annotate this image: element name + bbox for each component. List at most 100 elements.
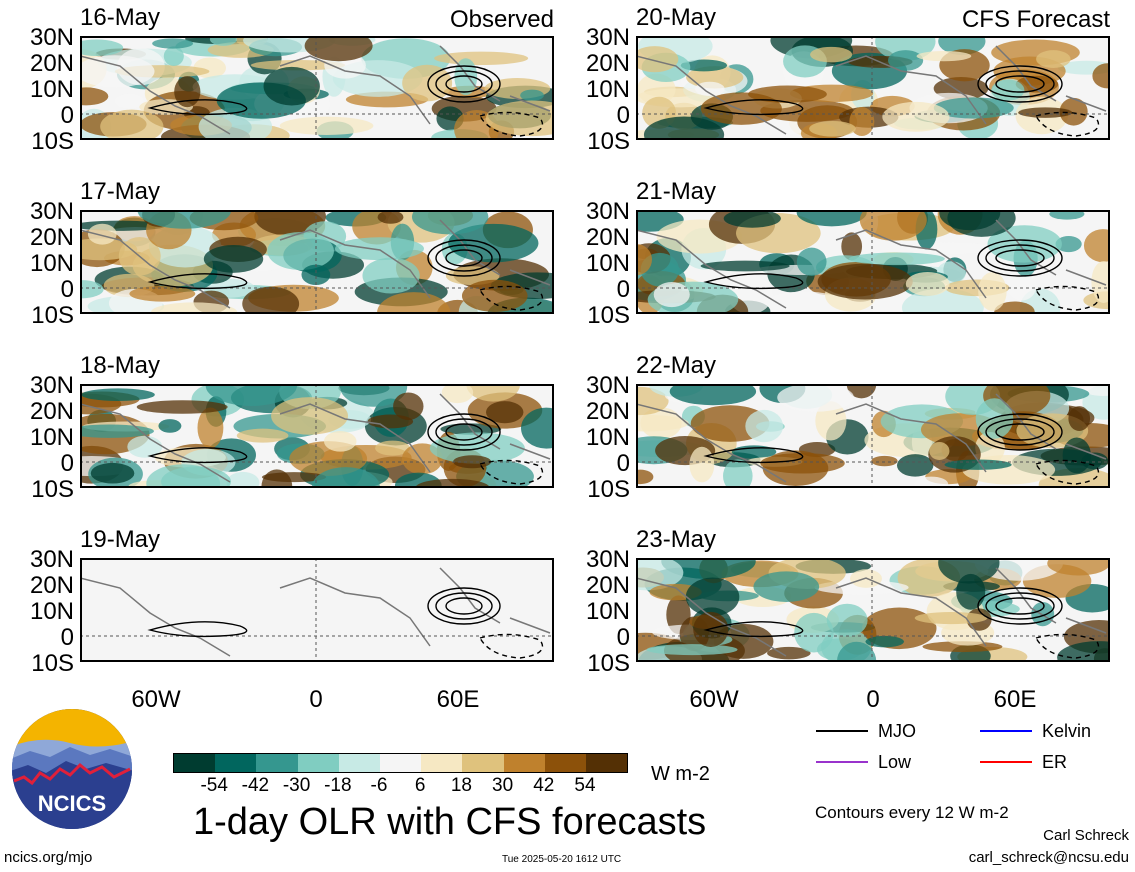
olr-anomaly-blob <box>922 641 1003 653</box>
lat-label: 10S <box>31 128 74 155</box>
map-frame <box>636 384 1110 488</box>
olr-anomaly-blob <box>279 116 374 135</box>
olr-anomaly-blob <box>871 455 898 467</box>
olr-anomaly-blob <box>1047 558 1110 576</box>
mjo-negative-contour <box>1035 459 1100 485</box>
coastline <box>80 567 551 657</box>
olr-anomaly-blob <box>137 210 232 229</box>
olr-anomaly-blob <box>810 46 853 63</box>
panel-tag: Observed <box>449 6 554 33</box>
coastline <box>636 393 1107 483</box>
lat-label: 30N <box>585 24 630 51</box>
mjo-contour <box>147 273 248 290</box>
olr-anomaly-blob <box>152 38 194 49</box>
olr-anomaly-blob <box>236 428 289 443</box>
lat-label: 0 <box>60 450 74 477</box>
olr-anomaly-blob <box>80 424 154 438</box>
legend-item-low: Low <box>816 752 911 772</box>
legend-swatch <box>980 761 1032 763</box>
olr-anomaly-blob <box>636 469 654 485</box>
colorbar-segment <box>503 754 545 772</box>
contour-note: Contours every 12 W m-2 <box>815 803 1009 822</box>
olr-anomaly-blob <box>174 76 201 108</box>
mjo-contour <box>985 418 1055 446</box>
olr-anomaly-blob <box>1062 437 1091 474</box>
panel-date: 18-May <box>80 352 161 379</box>
lon-label: 60W <box>131 686 181 713</box>
olr-anomaly-blob <box>1082 384 1110 396</box>
lon-label: 60E <box>436 686 480 713</box>
olr-anomaly-blob <box>226 471 260 488</box>
olr-anomaly-blob <box>87 223 117 245</box>
colorbar-segment <box>338 754 380 772</box>
panel-date: 22-May <box>636 352 717 379</box>
colorbar-segment <box>585 754 628 772</box>
olr-anomaly-blob <box>114 93 144 109</box>
mjo-contour <box>977 413 1063 451</box>
lat-label: 10S <box>587 302 630 329</box>
colorbar-tick-label: -42 <box>241 775 270 796</box>
olr-anomaly-blob <box>748 85 827 103</box>
colorbar-tick-label: -30 <box>282 775 311 796</box>
olr-anomaly-blob <box>1091 261 1110 303</box>
olr-anomaly-blob <box>262 472 327 483</box>
olr-anomaly-blob <box>636 558 684 591</box>
lat-label: 0 <box>616 450 630 477</box>
olr-anomaly-blob <box>461 279 528 312</box>
lat-label: 10S <box>31 302 74 329</box>
lat-label: 10N <box>585 76 630 103</box>
mjo-negative-contour <box>1035 633 1100 659</box>
olr-anomaly-blob <box>680 59 728 72</box>
olr-map-panel <box>636 558 1110 662</box>
olr-anomaly-blob <box>694 81 725 97</box>
olr-anomaly-blob <box>304 36 373 62</box>
lat-label: 30N <box>29 372 74 399</box>
colorbar-segment <box>174 754 216 772</box>
lat-label: 20N <box>29 398 74 425</box>
lat-label: 20N <box>585 572 630 599</box>
lat-label: 10N <box>585 424 630 451</box>
olr-anomaly-blob <box>1006 269 1037 301</box>
lat-label: 0 <box>60 276 74 303</box>
legend-swatch <box>980 730 1032 732</box>
olr-anomaly-blob <box>636 46 679 73</box>
olr-anomaly-blob <box>947 210 1016 237</box>
olr-anomaly-blob <box>636 243 652 276</box>
lon-label: 0 <box>309 686 323 713</box>
colorbar-tick-label: 42 <box>533 775 555 796</box>
lat-label: 30N <box>585 372 630 399</box>
olr-anomaly-blob <box>887 50 924 71</box>
olr-anomaly-blob <box>267 231 334 271</box>
mjo-contour <box>985 70 1055 98</box>
mjo-contour <box>703 447 804 464</box>
olr-anomaly-blob <box>415 478 490 488</box>
olr-anomaly-blob <box>1049 210 1085 220</box>
olr-map-panel <box>80 558 554 662</box>
olr-anomaly-blob <box>1055 236 1082 253</box>
olr-anomaly-blob <box>486 401 524 424</box>
colorbar-tick-label: -18 <box>324 775 352 796</box>
coastline <box>636 567 1107 657</box>
author-email[interactable]: carl_schreck@ncsu.edu <box>968 849 1129 866</box>
olr-anomaly-blob <box>100 109 164 140</box>
mjo-contour <box>427 65 501 103</box>
olr-anomaly-blob <box>485 100 554 137</box>
lon-label: 0 <box>866 686 880 713</box>
lat-label: 30N <box>585 198 630 225</box>
lat-label: 30N <box>29 24 74 51</box>
olr-anomaly-blob <box>1059 97 1088 126</box>
olr-anomaly-blob <box>978 272 1007 311</box>
map-frame <box>80 384 554 488</box>
olr-anomaly-blob <box>521 407 554 449</box>
olr-anomaly-blob <box>377 292 451 314</box>
mjo-contour <box>977 587 1063 625</box>
lat-label: 20N <box>585 224 630 251</box>
logo-text: NCICS <box>38 791 106 816</box>
lat-label: 10N <box>29 250 74 277</box>
colorbar-segment <box>256 754 298 772</box>
site-url[interactable]: ncics.org/mjo <box>4 849 93 866</box>
mjo-contour <box>445 75 483 93</box>
mjo-contour <box>977 239 1063 277</box>
mjo-contour <box>435 70 493 98</box>
olr-anomaly-blob <box>448 223 539 263</box>
